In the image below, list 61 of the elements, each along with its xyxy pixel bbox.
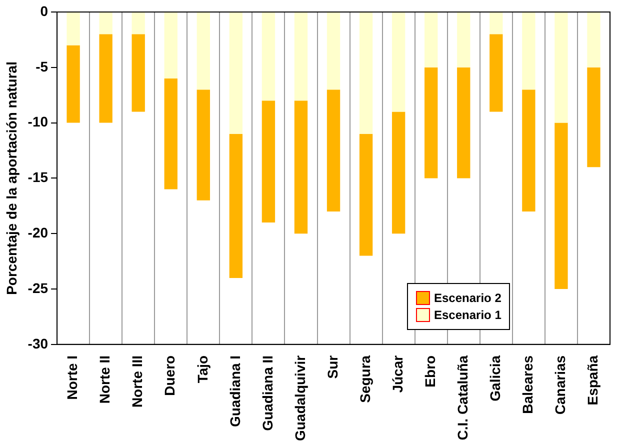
bar xyxy=(424,67,438,178)
bar xyxy=(326,12,340,90)
x-tick-label: Duero xyxy=(162,355,178,396)
x-tick-label: C.I. Cataluña xyxy=(454,355,470,440)
bar xyxy=(490,34,503,112)
bar xyxy=(326,90,340,212)
bar xyxy=(522,90,536,212)
bar xyxy=(196,12,210,90)
x-tick-label: Ebro xyxy=(422,355,438,388)
x-tick-label: Guadiana II xyxy=(259,355,276,431)
bar xyxy=(294,12,308,101)
x-tick-label: Júcar xyxy=(389,354,406,393)
bar xyxy=(587,67,600,168)
bar xyxy=(262,100,276,223)
bar xyxy=(132,12,145,34)
bar xyxy=(294,100,308,234)
bar xyxy=(229,134,243,278)
bar xyxy=(392,112,406,234)
bar xyxy=(457,67,470,178)
legend-label: Escenario 1 xyxy=(434,308,502,322)
bar xyxy=(66,12,80,46)
y-tick-label: -15 xyxy=(28,169,48,186)
bar xyxy=(229,12,243,134)
legend-label: Escenario 2 xyxy=(434,291,502,306)
x-tick-label: Guadiana I xyxy=(226,355,243,428)
y-tick-label: -20 xyxy=(28,224,48,240)
x-tick-label: Norte I xyxy=(64,355,80,400)
bar xyxy=(554,122,568,290)
bar xyxy=(490,12,503,34)
x-tick-label: Tajo xyxy=(194,355,210,384)
x-tick-label: Canarias xyxy=(552,355,568,415)
bar xyxy=(164,78,178,190)
bar xyxy=(164,12,178,78)
y-tick-label: -25 xyxy=(28,280,48,296)
bar xyxy=(99,34,112,123)
bar xyxy=(359,12,373,134)
bar xyxy=(196,90,210,200)
x-tick-label: Norte III xyxy=(129,355,146,408)
x-tick-label: España xyxy=(584,355,601,406)
bar xyxy=(359,134,373,256)
bar xyxy=(587,12,600,68)
bar xyxy=(554,12,568,123)
x-tick-label: Segura xyxy=(356,355,373,403)
bar xyxy=(392,12,406,112)
bar xyxy=(262,12,276,101)
y-tick-label: -5 xyxy=(36,58,48,74)
y-tick-label: -30 xyxy=(28,335,48,352)
y-axis-title: Porcentaje de la aportación natural xyxy=(3,62,20,295)
bar xyxy=(66,45,80,123)
bar xyxy=(424,12,438,68)
x-tick-label: Sur xyxy=(324,354,340,379)
bar xyxy=(457,12,470,68)
x-tick-label: Baleares xyxy=(520,355,536,414)
y-tick-label: -10 xyxy=(28,114,48,130)
x-tick-label: Norte II xyxy=(96,355,113,404)
x-tick-label: Guadalquivir xyxy=(292,354,308,442)
bar xyxy=(132,34,145,112)
y-tick-label: 0 xyxy=(40,2,48,19)
bar xyxy=(99,12,112,34)
bar xyxy=(522,12,536,90)
x-tick-label: Galicia xyxy=(487,355,504,402)
